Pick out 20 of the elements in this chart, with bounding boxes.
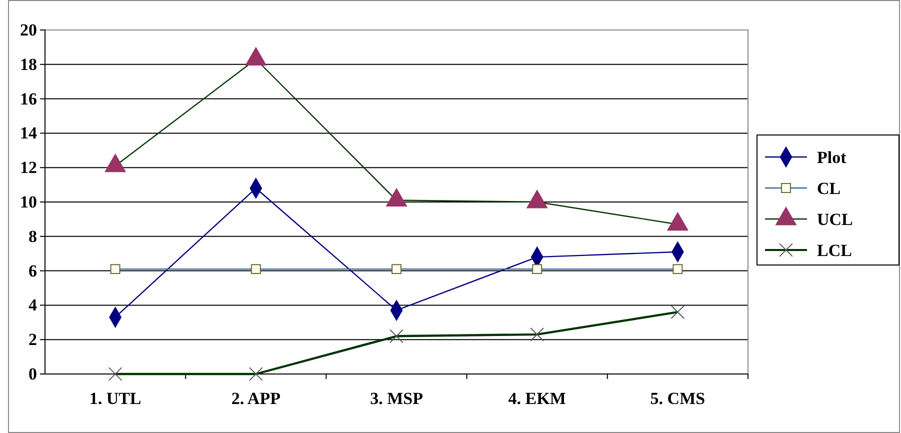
y-tick-label: 16: [20, 89, 37, 108]
y-tick-label: 2: [28, 330, 37, 350]
legend-label: Plot: [817, 148, 847, 167]
y-tick-label: 6: [28, 261, 37, 280]
y-tick-label: 12: [20, 158, 37, 178]
x-tick-label: 2. APP: [231, 389, 280, 408]
x-tick-label: 1. UTL: [89, 389, 142, 408]
x-tick-label: 4. EKM: [508, 389, 566, 408]
x-tick-label: 3. MSP: [370, 389, 423, 408]
legend-label: UCL: [817, 210, 853, 229]
y-tick-label: 10: [20, 192, 37, 212]
legend-label: CL: [817, 179, 841, 198]
y-tick-label: 14: [20, 124, 38, 143]
y-tick-label: 4: [28, 296, 38, 315]
y-tick-label: 8: [28, 226, 37, 246]
y-tick-label: 0: [28, 364, 37, 384]
y-tick-label: 18: [20, 54, 37, 74]
legend-label: LCL: [817, 241, 852, 260]
y-tick-label: 20: [20, 20, 37, 40]
x-tick-label: 5. CMS: [650, 389, 706, 408]
